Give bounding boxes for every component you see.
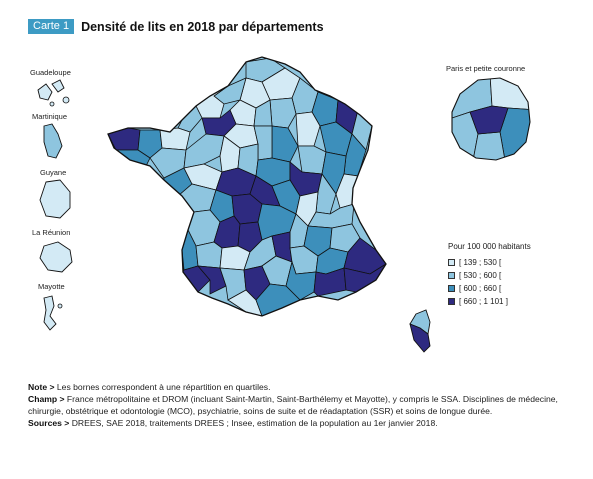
martinique-shape xyxy=(43,123,63,159)
label-paris: Paris et petite couronne xyxy=(446,64,526,73)
guyane-shape xyxy=(39,179,71,219)
label-mayotte: Mayotte xyxy=(38,282,65,291)
sources-text: DREES, SAE 2018, traitements DREES ; Ins… xyxy=(69,418,438,428)
legend-label: [ 600 ; 660 [ xyxy=(459,284,502,293)
title-row: Carte 1 Densité de lits en 2018 par dépa… xyxy=(28,19,324,34)
legend-swatch xyxy=(448,298,455,305)
note-label: Note > xyxy=(28,382,55,392)
paris-inset-shape xyxy=(451,77,531,161)
legend-label: [ 660 ; 1 101 ] xyxy=(459,297,508,306)
champ-label: Champ > xyxy=(28,394,65,404)
champ-line: Champ > France métropolitaine et DROM (i… xyxy=(28,393,568,417)
note-text: Les bornes correspondent à une répartiti… xyxy=(54,382,271,392)
legend-item: [ 530 ; 600 [ xyxy=(448,269,531,282)
legend-label: [ 139 ; 530 [ xyxy=(459,258,502,267)
reunion-shape xyxy=(39,241,73,273)
legend-title: Pour 100 000 habitants xyxy=(448,242,531,251)
legend-label: [ 530 ; 600 [ xyxy=(459,271,502,280)
map-badge: Carte 1 xyxy=(28,19,75,34)
legend-swatch xyxy=(448,272,455,279)
notes: Note > Les bornes correspondent à une ré… xyxy=(28,381,568,429)
note-line: Note > Les bornes correspondent à une ré… xyxy=(28,381,568,393)
label-guyane: Guyane xyxy=(40,168,67,177)
map-title: Densité de lits en 2018 par départements xyxy=(81,19,324,34)
corse xyxy=(409,309,431,353)
label-reunion: La Réunion xyxy=(32,228,71,237)
champ-text: France métropolitaine et DROM (incluant … xyxy=(28,394,558,416)
legend: Pour 100 000 habitants [ 139 ; 530 [ [ 5… xyxy=(448,242,531,308)
france-metropole xyxy=(107,56,387,317)
label-martinique: Martinique xyxy=(32,112,68,121)
legend-item: [ 660 ; 1 101 ] xyxy=(448,295,531,308)
legend-swatch xyxy=(448,285,455,292)
legend-item: [ 139 ; 530 [ xyxy=(448,256,531,269)
label-guadeloupe: Guadeloupe xyxy=(30,68,71,77)
mayotte-shape xyxy=(43,295,63,331)
sources-label: Sources > xyxy=(28,418,70,428)
legend-item: [ 600 ; 660 [ xyxy=(448,282,531,295)
legend-swatch xyxy=(448,259,455,266)
guadeloupe-shape xyxy=(37,79,70,107)
sources-line: Sources > DREES, SAE 2018, traitements D… xyxy=(28,417,568,429)
